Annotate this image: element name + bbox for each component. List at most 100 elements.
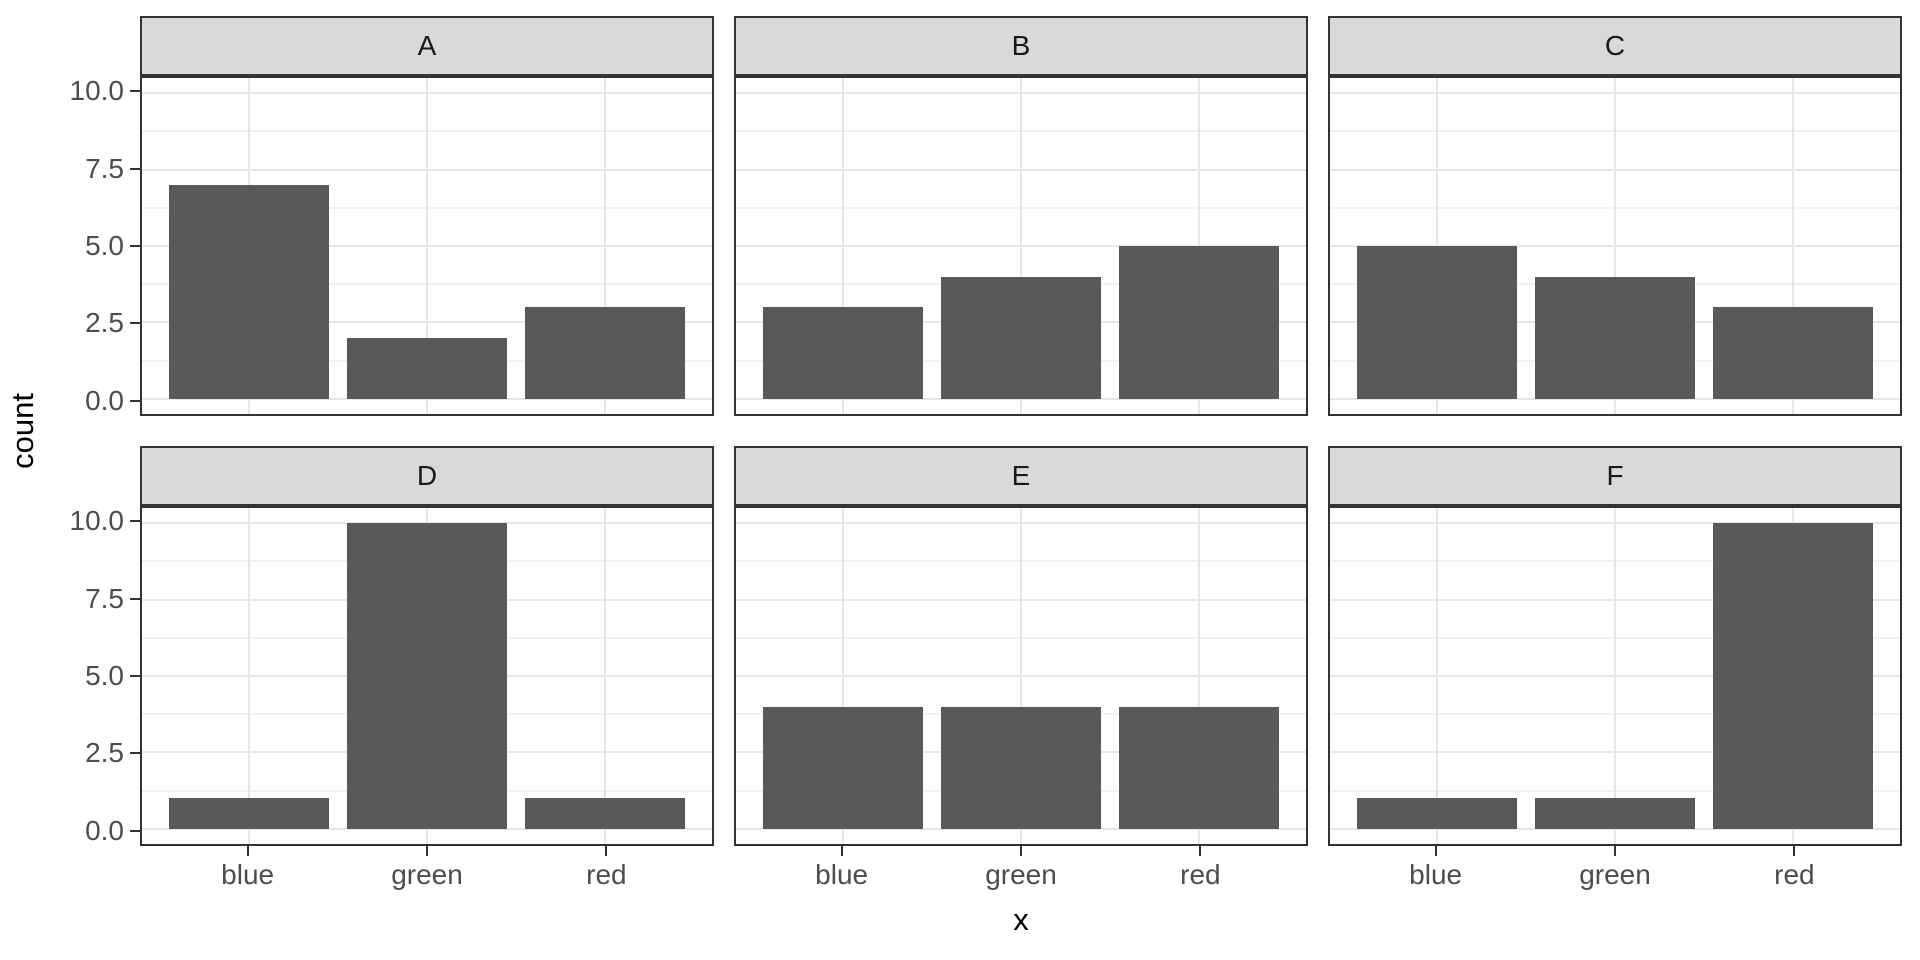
- y-tick-mark: [130, 322, 140, 325]
- gridline-vertical: [1614, 78, 1616, 414]
- y-axis-labels-row2: 0.0 2.5 5.0 7.5 10.0: [44, 446, 140, 846]
- y-tick-mark: [130, 752, 140, 755]
- y-axis-title: count: [0, 16, 44, 846]
- gridline-vertical: [604, 508, 607, 844]
- gridline-vertical: [247, 508, 250, 844]
- y-tick-mark: [130, 675, 140, 677]
- facet-A: A: [140, 16, 714, 416]
- x-tick-mark: [1793, 846, 1796, 856]
- gridline-vertical: [1020, 78, 1022, 414]
- gridline-vertical: [1614, 508, 1616, 844]
- y-tick-label: 10.0: [69, 75, 125, 107]
- bar-green: [1534, 798, 1696, 829]
- facet-strip: C: [1328, 16, 1902, 76]
- y-tick-mark: [130, 245, 140, 247]
- gridline-vertical: [841, 508, 844, 844]
- bar-blue: [762, 706, 924, 829]
- bar-green: [940, 706, 1102, 829]
- bar-red: [1118, 246, 1280, 399]
- gridline-vertical: [426, 78, 428, 414]
- facet-panel: [734, 76, 1308, 416]
- facet-strip: B: [734, 16, 1308, 76]
- bar-green: [346, 523, 508, 829]
- bar-blue: [1356, 246, 1518, 399]
- facet-strip: A: [140, 16, 714, 76]
- bar-red: [524, 798, 686, 829]
- bar-blue: [168, 798, 330, 829]
- y-tick-label: 5.0: [85, 660, 124, 691]
- x-axis-title: x: [140, 900, 1902, 946]
- gridline-vertical: [1198, 78, 1201, 414]
- facet-E: E: [734, 446, 1308, 846]
- x-tick-mark: [246, 846, 249, 856]
- gridline-vertical: [1435, 78, 1438, 414]
- x-tick-label: blue: [221, 859, 275, 890]
- facet-label: D: [416, 460, 438, 491]
- y-tick-label: 2.5: [85, 737, 124, 769]
- bar-red: [1712, 307, 1874, 399]
- x-tick-label: blue: [815, 859, 869, 890]
- gridline-vertical: [1020, 508, 1022, 844]
- gridline-vertical: [1792, 78, 1795, 414]
- facet-F: F: [1328, 446, 1902, 846]
- facet-panel: [734, 506, 1308, 846]
- x-tick-label: red: [1774, 859, 1815, 890]
- facet-panel: [1328, 506, 1902, 846]
- bar-red: [1712, 523, 1874, 829]
- y-axis-label-area: 0.0 2.5 5.0 7.5 10.0: [44, 76, 140, 416]
- facet-panel: [1328, 76, 1902, 416]
- facet-panel: [140, 506, 714, 846]
- gridline-vertical: [604, 78, 607, 414]
- x-axis-col1: blue green red: [140, 846, 714, 900]
- facet-B: B: [734, 16, 1308, 416]
- strip-spacer: [44, 16, 140, 76]
- y-axis-title-text: count: [4, 393, 40, 469]
- bar-red: [524, 307, 686, 399]
- bar-blue: [762, 307, 924, 399]
- bar-green: [1534, 276, 1696, 399]
- bar-blue: [168, 184, 330, 399]
- y-tick-mark: [130, 399, 140, 402]
- x-axis-title-text: x: [1013, 902, 1029, 937]
- x-tick-mark: [1434, 846, 1437, 856]
- y-tick-label: 0.0: [85, 384, 124, 416]
- facet-D: D: [140, 446, 714, 846]
- y-axis-label-area: 0.0 2.5 5.0 7.5 10.0: [44, 506, 140, 846]
- x-tick-mark: [1199, 846, 1202, 856]
- y-tick-label: 7.5: [85, 582, 124, 614]
- y-tick-mark: [130, 90, 140, 93]
- facet-strip: E: [734, 446, 1308, 506]
- y-tick-label: 2.5: [85, 307, 124, 339]
- gridline-vertical: [841, 78, 844, 414]
- x-tick-mark: [605, 846, 608, 856]
- x-tick-mark: [840, 846, 843, 856]
- facet-C: C: [1328, 16, 1902, 416]
- x-tick-label: red: [1180, 859, 1221, 890]
- x-tick-label: green: [985, 859, 1057, 890]
- strip-spacer: [44, 446, 140, 506]
- y-tick-label: 10.0: [69, 505, 125, 537]
- gridline-vertical: [1198, 508, 1201, 844]
- facet-label: F: [1606, 460, 1624, 491]
- facet-strip: F: [1328, 446, 1902, 506]
- y-tick-label: 0.0: [85, 814, 124, 846]
- x-tick-mark: [1020, 846, 1022, 856]
- x-tick-mark: [1614, 846, 1616, 856]
- facet-panel: [140, 76, 714, 416]
- x-tick-label: blue: [1409, 859, 1463, 890]
- x-tick-mark: [426, 846, 428, 856]
- gridline-vertical: [1435, 508, 1438, 844]
- facet-label: B: [1011, 30, 1031, 61]
- x-axis-col2: blue green red: [734, 846, 1308, 900]
- y-tick-label: 5.0: [85, 230, 124, 261]
- y-tick-mark: [130, 167, 140, 170]
- y-tick-label: 7.5: [85, 152, 124, 184]
- y-tick-mark: [130, 597, 140, 600]
- y-axis-labels-row1: 0.0 2.5 5.0 7.5 10.0: [44, 16, 140, 416]
- y-tick-mark: [130, 520, 140, 523]
- facet-label: A: [417, 30, 437, 61]
- bar-blue: [1356, 798, 1518, 829]
- facet-label: E: [1011, 460, 1031, 491]
- x-axis-col3: blue green red: [1328, 846, 1902, 900]
